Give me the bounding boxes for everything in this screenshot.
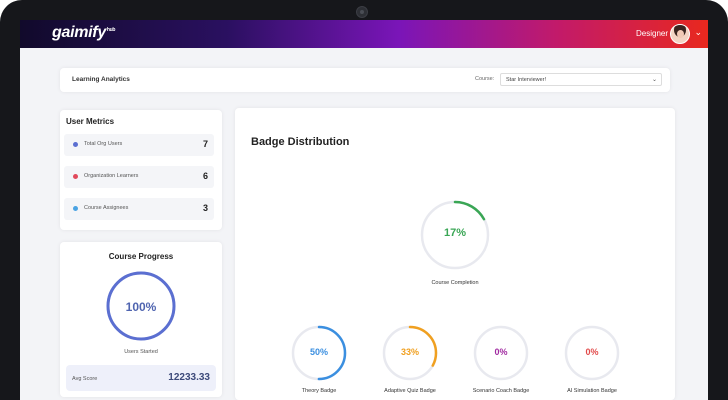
course-completion-gauge: 17% xyxy=(418,198,492,272)
progress-ring xyxy=(106,271,176,341)
metric-value: 6 xyxy=(202,171,208,181)
metric-row-total-org-users: Total Org Users 7 xyxy=(64,134,214,156)
adaptive-quiz-badge-gauge: 33% xyxy=(381,324,439,382)
gauge-ring xyxy=(382,325,438,381)
course-progress-card: Course Progress 100% Users Started Avg S… xyxy=(60,242,222,397)
analytics-header: Learning Analytics Course: Star Intervie… xyxy=(60,68,670,92)
metric-value: 3 xyxy=(202,203,208,213)
avg-score-box: Avg Score 12233.33 xyxy=(66,365,216,391)
gauge-label: Course Completion xyxy=(431,280,479,286)
metric-label: Organization Learners xyxy=(84,173,139,179)
gauge-arc xyxy=(382,325,438,381)
metric-dot-icon xyxy=(73,142,78,147)
gauge-arc xyxy=(420,200,490,270)
gauge-track xyxy=(564,325,620,381)
top-navbar: gaimifyhub Designer ⌄ xyxy=(20,20,708,48)
metric-value: 7 xyxy=(202,139,208,149)
gauge-value: 17% xyxy=(443,227,467,239)
gauge-value: 50% xyxy=(309,347,328,357)
user-avatar[interactable] xyxy=(670,24,690,44)
progress-subtitle: Users Started xyxy=(124,349,158,355)
course-label: Course: xyxy=(475,76,495,82)
gauge-ring xyxy=(420,200,490,270)
gauge-label: Scenario Coach Badge xyxy=(472,388,530,394)
gauge-ring xyxy=(473,325,529,381)
progress-percent: 100% xyxy=(125,300,157,314)
gauge-label: AI Simulation Badge xyxy=(567,388,617,394)
metric-label: Course Assignees xyxy=(84,205,129,211)
badge-distribution-card: Badge Distribution 17% Course Completion… xyxy=(235,108,675,400)
gauge-ring xyxy=(564,325,620,381)
metric-dot-icon xyxy=(73,206,78,211)
progress-ring-arc xyxy=(106,271,176,341)
user-metrics-card: User Metrics Total Org Users 7 Organizat… xyxy=(60,110,222,230)
badge-distribution-title: Badge Distribution xyxy=(251,136,350,148)
metric-dot-icon xyxy=(73,174,78,179)
page-title: Learning Analytics xyxy=(72,76,130,83)
gauge-track xyxy=(473,325,529,381)
gauge-value: 0% xyxy=(494,347,508,357)
app-logo[interactable]: gaimifyhub xyxy=(52,24,115,42)
gauge-arc xyxy=(291,325,347,381)
logo-superscript: hub xyxy=(106,26,116,33)
course-progress-title: Course Progress xyxy=(108,252,174,261)
app-screen: gaimifyhub Designer ⌄ Learning Analytics… xyxy=(20,20,708,400)
avg-score-value: 12233.33 xyxy=(168,372,210,383)
gauge-ring xyxy=(291,325,347,381)
course-select-value: Star Interviewer! xyxy=(506,77,547,83)
course-select[interactable]: Star Interviewer! ⌄ xyxy=(500,73,662,86)
metric-row-course-assignees: Course Assignees 3 xyxy=(64,198,214,220)
theory-badge-gauge: 50% xyxy=(290,324,348,382)
chevron-down-icon[interactable]: ⌄ xyxy=(694,27,702,37)
webcam-icon xyxy=(356,6,368,18)
metric-label: Total Org Users xyxy=(84,141,123,147)
gauge-value: 0% xyxy=(585,347,599,357)
logo-text: gaimify xyxy=(52,24,106,41)
chevron-down-icon: ⌄ xyxy=(651,77,657,83)
user-metrics-title: User Metrics xyxy=(66,117,115,126)
gauge-label: Adaptive Quiz Badge xyxy=(384,388,436,394)
gauge-value: 33% xyxy=(400,347,419,357)
gauge-label: Theory Badge xyxy=(301,388,337,394)
scenario-coach-badge-gauge: 0% xyxy=(472,324,530,382)
metric-row-organization-learners: Organization Learners 6 xyxy=(64,166,214,188)
user-role-label[interactable]: Designer xyxy=(635,29,668,38)
ai-simulation-badge-gauge: 0% xyxy=(563,324,621,382)
avg-score-label: Avg Score xyxy=(72,376,98,382)
